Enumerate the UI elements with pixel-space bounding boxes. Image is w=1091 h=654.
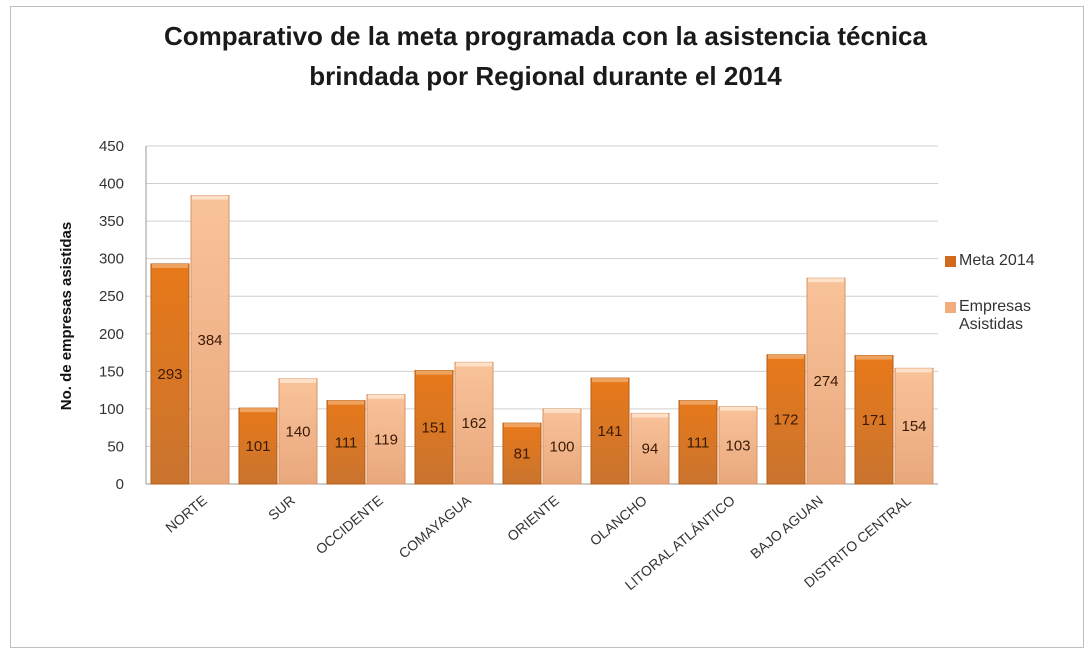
data-label: 119 [374, 431, 398, 448]
data-label: 100 [549, 438, 574, 455]
legend-label-meta: Meta 2014 [959, 252, 1035, 269]
bar-cap [680, 400, 716, 405]
legend-item-meta: Meta 2014 [945, 252, 1085, 270]
data-label: 111 [687, 434, 710, 451]
x-tick-label: ORIENTE [504, 492, 562, 544]
data-label: 171 [861, 412, 886, 429]
bar-empresas [190, 195, 230, 485]
data-label: 94 [642, 441, 659, 458]
data-label: 162 [461, 415, 486, 432]
data-label: 103 [725, 437, 750, 454]
bar-cap [896, 368, 932, 373]
data-label: 111 [335, 434, 358, 451]
bar-meta [414, 370, 454, 485]
bar-cap [504, 423, 540, 428]
bar-meta [590, 377, 630, 485]
x-tick-label: NORTE [162, 492, 210, 536]
data-label: 274 [813, 373, 838, 390]
bar-cap [544, 408, 580, 413]
data-label: 172 [773, 411, 798, 428]
chart-title-line-2: brindada por Regional durante el 2014 [309, 61, 782, 91]
legend-swatch-meta [945, 256, 956, 267]
x-tick-label: COMAYAGUA [396, 492, 475, 562]
bar-cap [416, 370, 452, 375]
bar-empresas [454, 361, 494, 485]
legend-label-asistidas: Asistidas [959, 316, 1024, 333]
bar-cap [240, 408, 276, 413]
bar-cap [368, 394, 404, 399]
y-tick-label: 100 [99, 401, 124, 418]
bar-cap [152, 263, 188, 268]
data-labels: 293 384 101 140 111 119 151 162 81 100 141 94 111 103… [157, 332, 926, 463]
chart-title-line-1: Comparativo de la meta programada con la… [164, 21, 927, 51]
y-tick-label: 400 [99, 176, 124, 193]
x-tick-label: SUR [265, 492, 298, 523]
y-tick-label: 450 [99, 138, 124, 155]
bar-meta [150, 263, 190, 485]
bar-cap [808, 278, 844, 283]
y-tick-label: 350 [99, 213, 124, 230]
chart-title: Comparativo de la meta programada con la… [0, 16, 1091, 96]
y-tick-label: 200 [99, 326, 124, 343]
bar-meta [502, 422, 542, 485]
data-label: 151 [421, 419, 446, 436]
bar-meta [238, 407, 278, 485]
bar-meta [678, 400, 718, 485]
x-tick-label: OLANCHO [587, 492, 650, 549]
legend-swatch-empresas [945, 302, 956, 313]
bar-cap [632, 413, 668, 418]
data-label: 101 [245, 438, 270, 455]
bar-cap [456, 362, 492, 367]
y-tick-label: 300 [99, 251, 124, 268]
y-tick-label: 0 [116, 476, 124, 493]
data-label: 154 [901, 418, 926, 435]
bar-cap [192, 195, 228, 200]
data-label: 141 [597, 423, 622, 440]
legend-label-empresas: Empresas [959, 298, 1032, 315]
bar-cap [720, 406, 756, 411]
bar-empresas [278, 378, 318, 485]
x-tick-label: OCCIDENTE [312, 492, 385, 557]
bar-empresas [630, 412, 670, 485]
y-tick-label: 50 [107, 438, 124, 455]
bar-cap [328, 400, 364, 405]
bars [150, 195, 934, 485]
bar-empresas [542, 408, 582, 485]
y-axis-label: No. de empresas asistidas [58, 222, 75, 410]
bar-cap [856, 355, 892, 360]
bar-cap [768, 354, 804, 359]
bar-meta [854, 355, 894, 485]
data-label: 384 [197, 332, 222, 349]
y-tick-label: 150 [99, 363, 124, 380]
data-label: 140 [285, 423, 310, 440]
legend: Meta 2014 Empresas Asistidas [945, 252, 1085, 362]
bar-cap [592, 378, 628, 383]
bar-meta [326, 400, 366, 485]
data-label: 81 [514, 446, 531, 463]
legend-item-empresas: Empresas Asistidas [945, 298, 1085, 334]
data-label: 293 [157, 366, 182, 383]
y-tick-label: 250 [99, 288, 124, 305]
bar-cap [280, 378, 316, 383]
x-tick-label: BAJO AGUAN [747, 492, 826, 562]
